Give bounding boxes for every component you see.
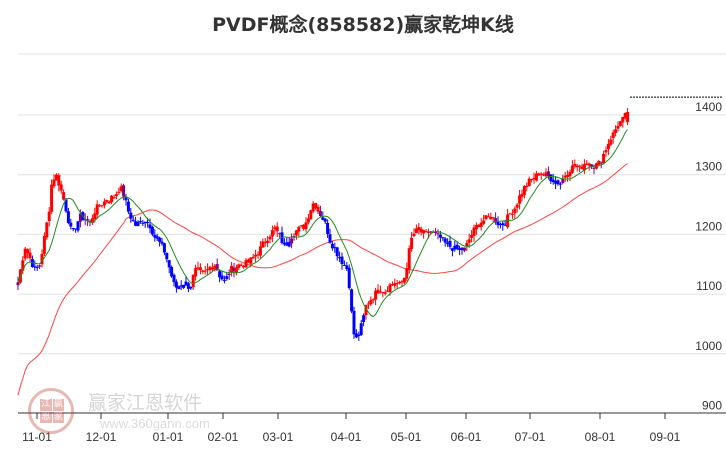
x-tick-label: 08-01: [585, 430, 616, 444]
x-tick-label: 06-01: [451, 430, 482, 444]
long-moving-average-line: [17, 163, 628, 396]
y-tick-label: 1400: [695, 100, 722, 114]
y-tick-label: 900: [702, 399, 722, 413]
x-tick-label: 05-01: [391, 430, 422, 444]
x-tick-label: 07-01: [515, 430, 546, 444]
y-axis-labels: 900 1000 1100 1200 1300 1400: [695, 100, 722, 413]
x-tick-label: 12-01: [86, 430, 117, 444]
grid-lines: [18, 53, 726, 355]
x-tick-label: 09-01: [650, 430, 681, 444]
y-tick-label: 1100: [696, 279, 722, 293]
x-tick-label: 01-01: [153, 430, 184, 444]
x-axis-labels: 11-01 12-01 01-01 02-01 03-01 04-01 05-01 06-01…: [22, 430, 681, 444]
x-tick-label: 11-01: [22, 430, 52, 444]
chart-title: PVDF概念(858582)赢家乾坤K线: [212, 14, 514, 36]
x-tick-label: 04-01: [331, 430, 362, 444]
candlestick-series: [16, 108, 630, 341]
y-tick-label: 1300: [695, 160, 722, 174]
x-tick-label: 02-01: [208, 430, 239, 444]
y-tick-label: 1200: [695, 219, 722, 233]
y-tick-label: 1000: [695, 339, 722, 353]
x-tick-label: 03-01: [263, 430, 294, 444]
x-axis: [18, 412, 726, 419]
short-moving-average-line: [17, 129, 628, 318]
